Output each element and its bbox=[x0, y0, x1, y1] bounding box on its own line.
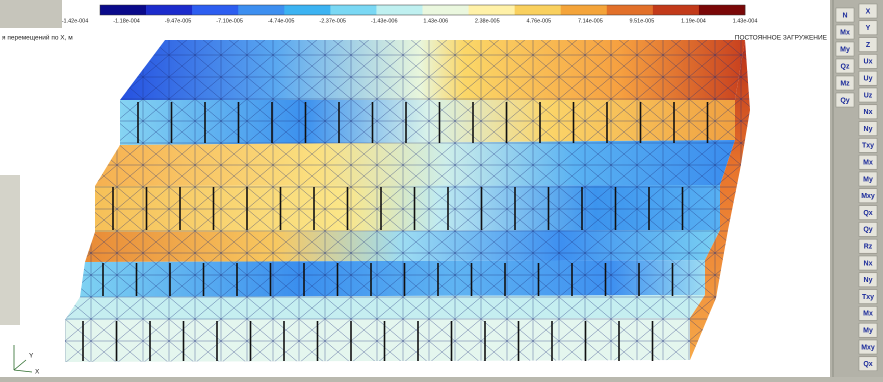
tool-button-label[interactable]: Mz bbox=[840, 80, 850, 87]
mesh bbox=[95, 140, 735, 186]
colorbar-label: -7.10e-005 bbox=[216, 18, 243, 24]
mesh bbox=[120, 40, 745, 100]
tool-button-label[interactable]: Uy bbox=[864, 76, 873, 83]
load-case: ПОСТОЯННОЕ ЗАГРУЖЕНИЕ bbox=[735, 35, 828, 42]
colorbar-label: 1.43e-004 bbox=[733, 18, 758, 24]
tool-button-label[interactable]: N bbox=[842, 12, 847, 19]
tool-button-label[interactable]: Mx bbox=[863, 160, 873, 167]
tool-button-label[interactable]: Nx bbox=[864, 260, 873, 267]
tool-button-label[interactable]: Y bbox=[866, 25, 871, 32]
colorbar-segment bbox=[146, 5, 192, 15]
tool-button-label[interactable]: My bbox=[863, 176, 873, 183]
colorbar-label: 1.43e-006 bbox=[423, 18, 448, 24]
mesh bbox=[65, 318, 690, 362]
colorbar-label: -4.74e-005 bbox=[268, 18, 295, 24]
colorbar-label: 4.76e-005 bbox=[526, 18, 551, 24]
tool-button-label[interactable]: Mxy bbox=[861, 344, 875, 351]
colorbar-segment bbox=[699, 5, 745, 15]
tool-button-label[interactable]: Qx bbox=[863, 210, 872, 217]
tool-button-label[interactable]: Mxy bbox=[861, 193, 875, 200]
tool-button-label[interactable]: Ny bbox=[864, 126, 873, 133]
mesh bbox=[65, 295, 705, 320]
colorbar-segment bbox=[423, 5, 469, 15]
tool-button-label[interactable]: Rz bbox=[864, 244, 873, 251]
colorbar-segment bbox=[100, 5, 146, 15]
tool-button-label[interactable]: Ny bbox=[864, 277, 873, 284]
tool-button-label[interactable]: Mx bbox=[840, 29, 850, 36]
colorbar-label: -9.47e-005 bbox=[165, 18, 192, 24]
colorbar-segment bbox=[376, 5, 422, 15]
colorbar-segment bbox=[192, 5, 238, 15]
colorbar-segment bbox=[515, 5, 561, 15]
mesh bbox=[120, 100, 735, 145]
mesh bbox=[80, 260, 705, 297]
screen: я перемещений по X, м ПОСТОЯННОЕ ЗАГРУЖЕ… bbox=[0, 0, 883, 377]
bg-patch bbox=[0, 0, 62, 28]
axis-x-label: X bbox=[35, 369, 40, 376]
tool-button-label[interactable]: Txy bbox=[862, 294, 874, 301]
mesh bbox=[95, 185, 720, 232]
tool-button-label[interactable]: X bbox=[866, 8, 871, 15]
tool-button-label[interactable]: Qz bbox=[841, 63, 850, 70]
tool-button-label[interactable]: Mx bbox=[863, 311, 873, 318]
colorbar-segment bbox=[238, 5, 284, 15]
colorbar-label: -1.18e-004 bbox=[113, 18, 140, 24]
tool-button-label[interactable]: My bbox=[840, 46, 850, 53]
colorbar-segment bbox=[607, 5, 653, 15]
colorbar-label: -1.42e-004 bbox=[62, 18, 89, 24]
colorbar-segment bbox=[330, 5, 376, 15]
mesh bbox=[85, 230, 720, 262]
tool-button-label[interactable]: Z bbox=[866, 42, 871, 49]
tool-button-label[interactable]: Qx bbox=[863, 361, 872, 368]
axis-y-label: Y bbox=[29, 353, 34, 360]
tool-button-label[interactable]: Uz bbox=[864, 92, 873, 99]
tool-button-label[interactable]: Txy bbox=[862, 143, 874, 150]
colorbar-segment bbox=[284, 5, 330, 15]
colorbar-segment bbox=[469, 5, 515, 15]
colorbar-label: -2.37e-005 bbox=[319, 18, 346, 24]
colorbar-label: 2.38e-005 bbox=[475, 18, 500, 24]
tool-button-label[interactable]: Qy bbox=[840, 97, 849, 104]
tool-button-label[interactable]: My bbox=[863, 328, 873, 335]
colorbar-label: 1.19e-004 bbox=[681, 18, 706, 24]
colorbar-label: 7.14e-005 bbox=[578, 18, 603, 24]
bg-patch bbox=[0, 175, 20, 325]
tool-button-label[interactable]: Qy bbox=[863, 227, 872, 234]
tool-button-label[interactable]: Ux bbox=[864, 59, 873, 66]
colorbar-segment bbox=[653, 5, 699, 15]
colorbar-label: -1.43e-006 bbox=[371, 18, 398, 24]
colorbar-segment bbox=[561, 5, 607, 15]
colorbar-label: 9.51e-005 bbox=[630, 18, 655, 24]
tool-button-label[interactable]: Nx bbox=[864, 109, 873, 116]
result-title: я перемещений по X, м bbox=[2, 34, 73, 42]
model bbox=[65, 40, 750, 362]
